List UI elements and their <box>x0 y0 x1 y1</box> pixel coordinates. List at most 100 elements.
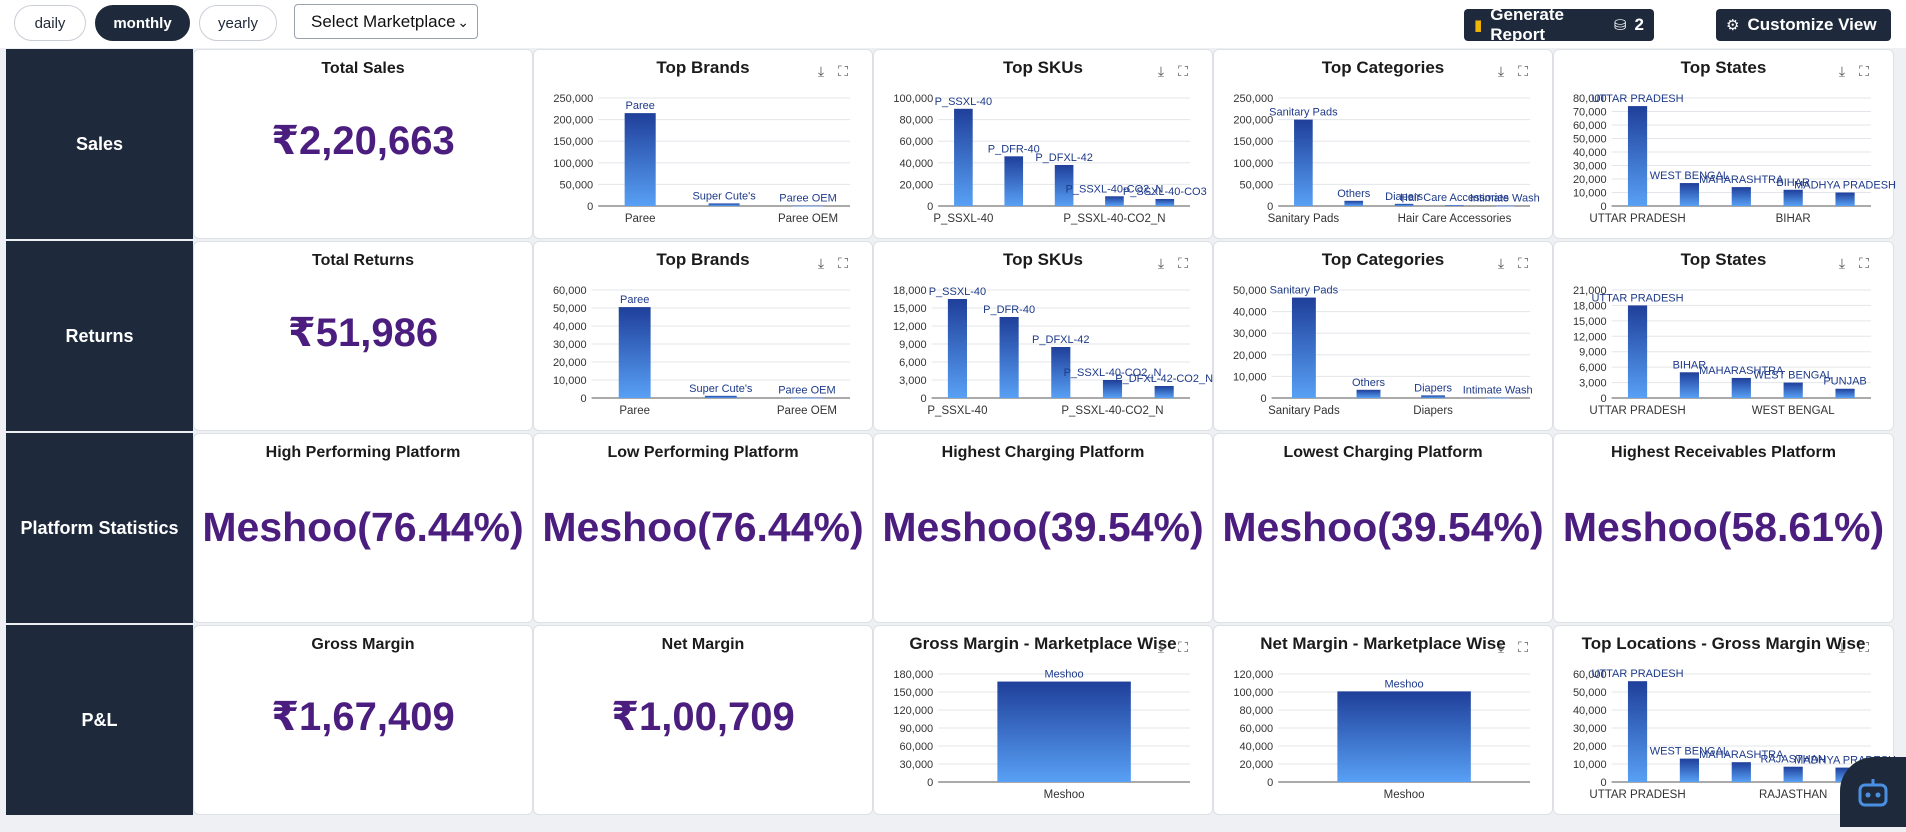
row-label-returns: Returns <box>6 241 193 431</box>
y-tick-label: 0 <box>1600 393 1606 405</box>
period-monthly-button[interactable]: monthly <box>95 5 190 41</box>
bar <box>1051 347 1071 398</box>
chart-title: Top SKUs <box>1003 58 1083 77</box>
bar <box>1731 187 1751 206</box>
card-title: Lowest Charging Platform <box>1283 444 1483 461</box>
fullscreen-icon[interactable]: ⛶ <box>1859 254 1869 271</box>
fullscreen-icon[interactable]: ⛶ <box>838 254 848 271</box>
y-tick-label: 20,000 <box>900 179 934 191</box>
fullscreen-icon[interactable]: ⛶ <box>1859 62 1869 79</box>
data-label: MADHYA PRADESH <box>1794 180 1896 192</box>
bar <box>1679 372 1700 398</box>
bar-chart: 0 20,000 40,000 60,000 80,000 100,000 120,000 M… <box>1233 669 1530 801</box>
customize-view-button[interactable]: ⚙ Customize View <box>1716 9 1891 41</box>
robot-icon <box>1858 779 1888 807</box>
y-tick-label: 0 <box>1267 777 1273 789</box>
fullscreen-icon[interactable]: ⛶ <box>1518 254 1528 271</box>
bar <box>999 317 1019 398</box>
marketplace-select[interactable]: Select Marketplace ⌄ <box>294 4 478 39</box>
fullscreen-icon[interactable]: ⛶ <box>1178 254 1188 271</box>
card-title: Low Performing Platform <box>607 444 799 461</box>
period-daily-button[interactable]: daily <box>14 5 86 41</box>
download-icon[interactable]: ⤓ <box>1497 638 1505 655</box>
y-tick-label: 10,000 <box>1233 371 1267 383</box>
y-tick-label: 10,000 <box>1573 188 1607 200</box>
returns-top-skus-card: Top SKUs ⤓ ⛶ 0 3,000 6,000 9,000 12,000 15,000 18… <box>873 241 1213 431</box>
y-tick-label: 50,000 <box>560 179 594 191</box>
y-tick-label: 100,000 <box>1233 687 1273 699</box>
data-label: Sanitary Pads <box>1270 285 1339 297</box>
data-label: RAJASTHAN <box>1760 754 1825 766</box>
download-icon[interactable]: ⤓ <box>1157 638 1165 655</box>
download-icon[interactable]: ⤓ <box>1157 254 1165 271</box>
y-tick-label: 9,000 <box>899 339 927 351</box>
download-icon[interactable]: ⤓ <box>1838 62 1846 79</box>
data-label: Others <box>1337 188 1371 200</box>
bar <box>1054 164 1074 206</box>
y-tick-label: 40,000 <box>553 321 587 333</box>
gear-icon: ⚙ <box>1726 17 1740 34</box>
x-tick-label: Paree <box>625 213 656 225</box>
chart-title: Top Brands <box>656 250 750 269</box>
bar-chart-icon: ▮ <box>1474 17 1483 34</box>
y-tick-label: 20,000 <box>1573 741 1607 753</box>
download-icon[interactable]: ⤓ <box>817 254 825 271</box>
data-label: Super Cute's <box>692 190 756 202</box>
x-tick-label: P_SSXL-40-CO2_N <box>1061 405 1163 417</box>
fullscreen-icon[interactable]: ⛶ <box>1518 638 1528 655</box>
data-label: P_DFR-40 <box>988 143 1040 155</box>
total-sales-value: ₹2,20,663 <box>271 119 455 163</box>
chatbot-launcher[interactable] <box>1840 757 1906 827</box>
card-title: Highest Charging Platform <box>941 444 1145 461</box>
download-icon[interactable]: ⤓ <box>1157 62 1165 79</box>
platform-value: Meshoo(58.61%) <box>1562 504 1885 550</box>
chart-title: Top States <box>1680 250 1767 269</box>
y-tick-label: 90,000 <box>900 723 934 735</box>
data-label: Paree OEM <box>779 193 836 205</box>
card-title: Gross Margin <box>311 636 415 653</box>
period-yearly-button[interactable]: yearly <box>199 5 277 41</box>
x-tick-label: UTTAR PRADESH <box>1589 213 1685 225</box>
y-tick-label: 60,000 <box>900 136 934 148</box>
bar <box>1731 377 1751 398</box>
data-label: Hair Care Accessories <box>1400 192 1509 204</box>
data-label: Diapers <box>1385 191 1423 203</box>
x-tick-label: UTTAR PRADESH <box>1589 405 1685 417</box>
y-tick-label: 60,000 <box>553 285 587 297</box>
fullscreen-icon[interactable]: ⛶ <box>1859 638 1869 655</box>
bar <box>947 299 968 398</box>
download-icon[interactable]: ⤓ <box>817 62 825 79</box>
card-title: High Performing Platform <box>265 444 461 461</box>
chart-title: Top Locations - Gross Margin Wise <box>1581 634 1866 653</box>
chart-tools: ⤓ ⛶ <box>1154 638 1190 655</box>
bar <box>708 203 740 206</box>
data-label: MAHARASHTRA <box>1699 365 1784 377</box>
data-label: P_SSXL-40 <box>935 96 992 108</box>
download-icon[interactable]: ⤓ <box>1838 254 1846 271</box>
x-tick-label: RAJASTHAN <box>1759 789 1827 801</box>
generate-report-button[interactable]: ▮ Generate Report ⛁ 2 <box>1464 5 1654 44</box>
y-tick-label: 30,000 <box>1573 161 1607 173</box>
returns-top-brands-card: Top Brands ⤓ ⛶ 0 10,000 20,000 30,000 40,000 50,… <box>533 241 873 431</box>
download-icon[interactable]: ⤓ <box>1497 254 1505 271</box>
bar-chart: 010,00020,00030,00040,00050,00060,000UTT… <box>1573 668 1896 801</box>
fullscreen-icon[interactable]: ⛶ <box>1178 62 1188 79</box>
customize-view-label: Customize View <box>1747 15 1877 34</box>
y-tick-label: 30,000 <box>900 759 934 771</box>
download-icon[interactable]: ⤓ <box>1497 62 1505 79</box>
y-tick-label: 40,000 <box>1233 307 1267 319</box>
bar-chart: 0 30,000 60,000 90,000 120,000 150,000 180,000… <box>893 669 1190 801</box>
download-icon[interactable]: ⤓ <box>1838 638 1846 655</box>
data-label: Paree OEM <box>778 385 835 397</box>
fullscreen-icon[interactable]: ⛶ <box>1518 62 1528 79</box>
chart-tools: ⤓ ⛶ <box>1835 638 1871 655</box>
y-tick-label: 80,000 <box>1240 705 1274 717</box>
total-returns-card: Total Returns ₹51,986 <box>193 241 533 431</box>
fullscreen-icon[interactable]: ⛶ <box>838 62 848 79</box>
card-title: Total Returns <box>312 252 414 269</box>
gross-margin-card: Gross Margin ₹1,67,409 <box>193 625 533 815</box>
fullscreen-icon[interactable]: ⛶ <box>1178 638 1188 655</box>
x-tick-label: P_SSXL-40 <box>927 405 987 417</box>
